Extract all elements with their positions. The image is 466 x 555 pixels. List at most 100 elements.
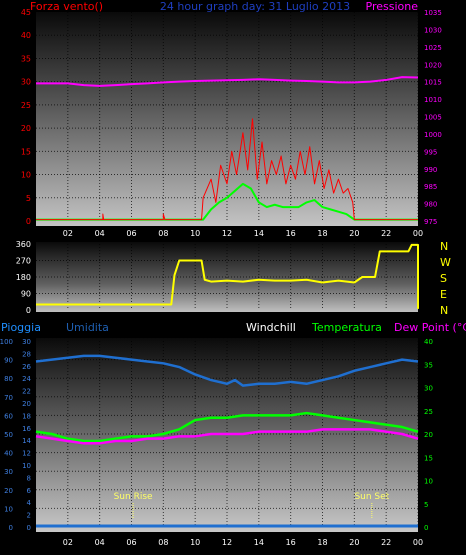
x-tick-label: 14 <box>254 538 264 547</box>
pressure-tick-label: 1020 <box>424 61 442 69</box>
rain-tick-label: 4 <box>27 499 32 507</box>
humidity-tick-label: 10 <box>4 505 13 513</box>
pressure-tick-label: 1015 <box>424 79 442 87</box>
pressure-tick-label: 1025 <box>424 44 442 52</box>
series-temperature <box>35 411 419 443</box>
rain-tick-label: 22 <box>22 388 31 396</box>
pressure-tick-label: 975 <box>424 218 437 226</box>
rain-tick-label: 26 <box>22 363 31 371</box>
x-tick-label: 18 <box>317 229 327 238</box>
pressure-tick-label: 1005 <box>424 114 442 122</box>
x-tick-label: 10 <box>190 538 200 547</box>
direction-tick-label: 270 <box>16 257 31 266</box>
right-axis-title: Pressione <box>366 0 419 13</box>
rain-tick-label: 2 <box>27 512 31 520</box>
compass-letter: W <box>440 256 451 269</box>
x-tick-label: 12 <box>222 229 232 238</box>
wind-tick-label: 20 <box>21 124 31 133</box>
pressure-tick-label: 1030 <box>424 26 442 34</box>
pressure-tick-label: 985 <box>424 183 437 191</box>
x-tick-label: 14 <box>254 229 264 238</box>
wind-tick-label: 30 <box>21 78 31 87</box>
humidity-tick-label: 50 <box>4 431 13 439</box>
x-tick-label: 16 <box>286 229 296 238</box>
x-tick-label: 04 <box>95 229 105 238</box>
x-tick-label: 10 <box>190 229 200 238</box>
humidity-tick-label: 100 <box>0 338 13 346</box>
wind-tick-label: 45 <box>21 8 31 17</box>
direction-tick-label: 180 <box>16 273 31 282</box>
wind-tick-label: 0 <box>26 217 31 226</box>
humidity-tick-label: 20 <box>4 487 13 495</box>
direction-tick-label: 90 <box>21 290 31 299</box>
x-tick-label: 08 <box>158 538 168 547</box>
series-dewpoint <box>35 428 419 445</box>
x-tick-label: 08 <box>158 229 168 238</box>
pressure-tick-label: 1035 <box>424 9 442 17</box>
chart-title: 24 hour graph day: 31 Luglio 2013 <box>160 0 350 13</box>
legend-windchill: Windchill <box>246 321 296 334</box>
wind-tick-label: 10 <box>21 171 31 180</box>
wind-tick-label: 15 <box>21 147 31 156</box>
humidity-tick-label: 90 <box>4 357 13 365</box>
sun-set-label: Sun Set <box>354 492 389 502</box>
pressure-tick-label: 990 <box>424 166 437 174</box>
wind-tick-label: 35 <box>21 54 31 63</box>
pressure-tick-label: 1000 <box>424 131 442 139</box>
series-gust <box>36 182 418 221</box>
legend-umidita: Umidita <box>66 321 109 334</box>
x-tick-label: 22 <box>381 538 391 547</box>
x-tick-label: 06 <box>126 538 136 547</box>
x-tick-label: 04 <box>95 538 105 547</box>
compass-letter: E <box>440 288 447 301</box>
rain-tick-label: 16 <box>22 425 31 433</box>
x-tick-label: 06 <box>126 229 136 238</box>
rain-tick-label: 14 <box>22 437 31 445</box>
x-tick-label: 00 <box>413 538 423 547</box>
sun-rise-label: Sun Rise <box>114 492 153 502</box>
x-tick-label: 00 <box>413 229 423 238</box>
temperature-tick-label: 40 <box>424 338 433 346</box>
pressure-tick-label: 1010 <box>424 96 442 104</box>
rain-tick-label: 20 <box>22 400 31 408</box>
rain-tick-label: 8 <box>27 474 31 482</box>
series-wind <box>36 118 418 221</box>
x-tick-label: 02 <box>63 229 73 238</box>
wind-pressure-panel <box>36 12 418 226</box>
humidity-tick-label: 40 <box>4 450 13 458</box>
compass-letter: N <box>440 304 448 317</box>
humidity-tick-label: 0 <box>9 524 13 532</box>
temperature-tick-label: 25 <box>424 408 433 416</box>
rain-tick-label: 10 <box>22 462 31 470</box>
legend-temperatura: Temperatura <box>311 321 382 334</box>
series-pressure <box>36 76 419 87</box>
x-tick-label: 02 <box>63 538 73 547</box>
series-direction <box>36 243 419 310</box>
wind-tick-label: 40 <box>21 31 31 40</box>
legend-dewpoint: Dew Point (°C) <box>394 321 466 334</box>
series-humidity <box>35 354 419 387</box>
x-tick-label: 22 <box>381 229 391 238</box>
humidity-tick-label: 60 <box>4 412 13 420</box>
temperature-tick-label: 0 <box>424 524 428 532</box>
wind-tick-label: 25 <box>21 101 31 110</box>
x-tick-label: 20 <box>349 229 359 238</box>
temperature-tick-label: 5 <box>424 501 428 509</box>
rain-tick-label: 28 <box>22 350 31 358</box>
temperature-tick-label: 35 <box>424 361 433 369</box>
temperature-tick-label: 20 <box>424 431 433 439</box>
x-tick-label: 18 <box>317 538 327 547</box>
rain-tick-label: 24 <box>22 375 31 383</box>
direction-tick-label: 0 <box>26 306 31 315</box>
rain-tick-label: 18 <box>22 412 31 420</box>
pressure-tick-label: 995 <box>424 148 437 156</box>
rain-tick-label: 30 <box>22 338 31 346</box>
x-tick-label: 20 <box>349 538 359 547</box>
direction-tick-label: 360 <box>16 240 31 249</box>
temperature-tick-label: 15 <box>424 454 433 462</box>
humidity-tick-label: 30 <box>4 468 13 476</box>
x-tick-label: 12 <box>222 538 232 547</box>
